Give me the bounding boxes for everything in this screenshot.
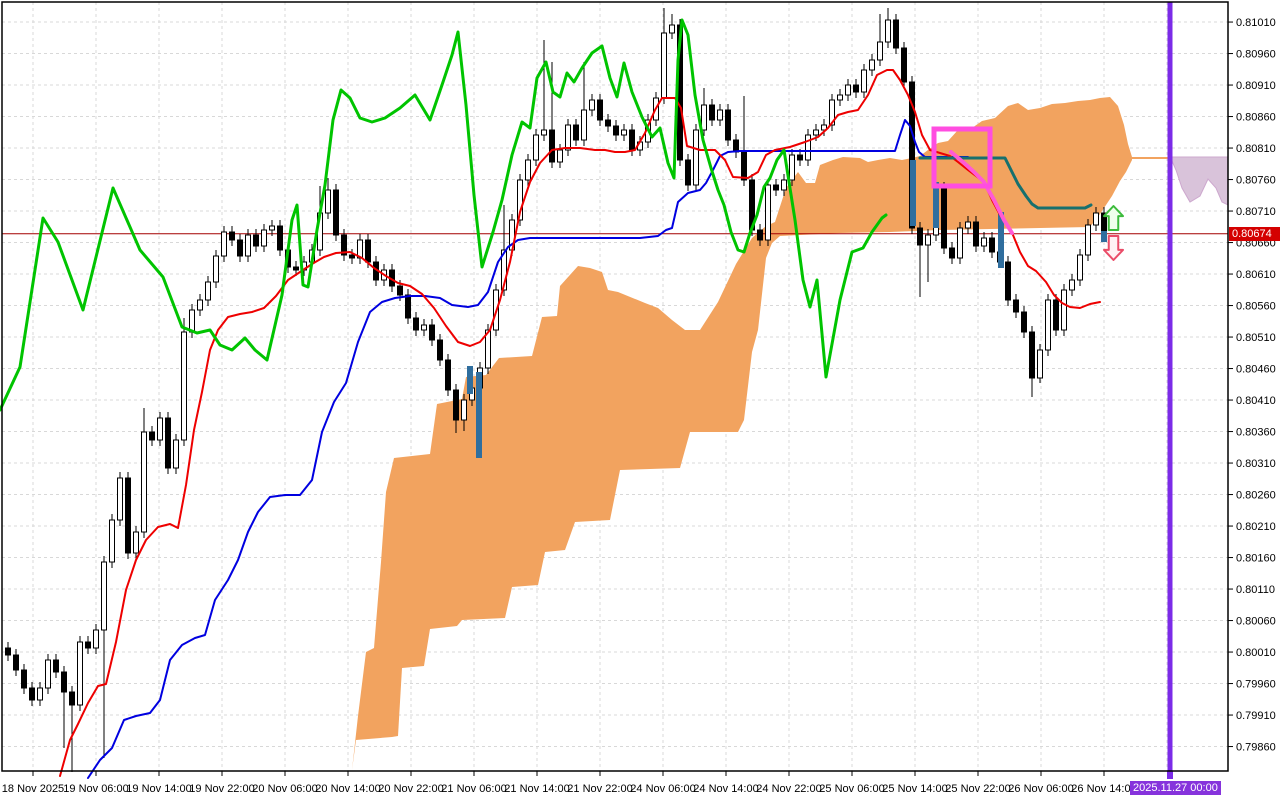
kijun-sen-line xyxy=(87,119,969,779)
vline-date-badge: 2025.11.27 00:00 xyxy=(1130,781,1221,795)
svg-text:19 Nov 14:00: 19 Nov 14:00 xyxy=(126,783,191,795)
svg-text:0.79860: 0.79860 xyxy=(1236,742,1276,754)
chikou-span-line xyxy=(0,18,888,412)
svg-text:0.80910: 0.80910 xyxy=(1236,80,1276,92)
svg-text:0.80360: 0.80360 xyxy=(1236,427,1276,439)
svg-text:20 Nov 06:00: 20 Nov 06:00 xyxy=(252,783,317,795)
chart-frame xyxy=(1,1,1229,772)
svg-text:25 Nov 06:00: 25 Nov 06:00 xyxy=(819,783,884,795)
svg-text:0.80560: 0.80560 xyxy=(1236,301,1276,313)
svg-text:20 Nov 14:00: 20 Nov 14:00 xyxy=(315,783,380,795)
svg-text:0.79960: 0.79960 xyxy=(1236,679,1276,691)
svg-text:0.80610: 0.80610 xyxy=(1236,269,1276,281)
svg-text:21 Nov 06:00: 21 Nov 06:00 xyxy=(441,783,506,795)
drawing-annotations[interactable] xyxy=(931,126,993,189)
svg-text:0.80460: 0.80460 xyxy=(1236,364,1276,376)
svg-text:19 Nov 06:00: 19 Nov 06:00 xyxy=(63,783,128,795)
future-date-vline[interactable] xyxy=(1167,2,1173,779)
svg-text:24 Nov 06:00: 24 Nov 06:00 xyxy=(630,783,695,795)
svg-text:24 Nov 22:00: 24 Nov 22:00 xyxy=(756,783,821,795)
svg-text:0.80810: 0.80810 xyxy=(1236,143,1276,155)
svg-text:0.80760: 0.80760 xyxy=(1236,175,1276,187)
svg-text:26 Nov 06:00: 26 Nov 06:00 xyxy=(1008,783,1073,795)
svg-text:25 Nov 14:00: 25 Nov 14:00 xyxy=(882,783,947,795)
arrow-down-icon[interactable] xyxy=(1103,235,1124,261)
price-axis[interactable]: 0.81010 0.80960 0.80910 0.80860 0.80810 0.807… xyxy=(1228,17,1276,754)
svg-text:0.80410: 0.80410 xyxy=(1236,395,1276,407)
candles-layer xyxy=(5,8,1107,772)
svg-text:24 Nov 14:00: 24 Nov 14:00 xyxy=(693,783,758,795)
svg-text:0.80310: 0.80310 xyxy=(1236,458,1276,470)
tenkan-sen-line xyxy=(59,69,1101,777)
svg-text:0.80860: 0.80860 xyxy=(1236,112,1276,124)
svg-text:21 Nov 22:00: 21 Nov 22:00 xyxy=(567,783,632,795)
svg-text:0.80210: 0.80210 xyxy=(1236,521,1276,533)
svg-text:21 Nov 14:00: 21 Nov 14:00 xyxy=(504,783,569,795)
svg-text:0.80960: 0.80960 xyxy=(1236,49,1276,61)
ichimoku-kumo-cloud xyxy=(352,97,1229,770)
svg-text:0.80260: 0.80260 xyxy=(1236,490,1276,502)
baseline-teal-line xyxy=(918,156,1093,210)
svg-text:25 Nov 22:00: 25 Nov 22:00 xyxy=(945,783,1010,795)
svg-text:0.79910: 0.79910 xyxy=(1236,710,1276,722)
highlight-pink-segment xyxy=(949,150,1014,235)
svg-text:0.80710: 0.80710 xyxy=(1236,206,1276,218)
arrow-up-icon[interactable] xyxy=(1103,205,1124,231)
current-price-badge: 0.80674 xyxy=(1229,226,1280,241)
svg-text:0.80110: 0.80110 xyxy=(1236,584,1275,596)
svg-text:20 Nov 22:00: 20 Nov 22:00 xyxy=(378,783,443,795)
svg-text:0.80010: 0.80010 xyxy=(1236,647,1276,659)
svg-text:26 Nov 14:00: 26 Nov 14:00 xyxy=(1071,783,1136,795)
svg-text:0.80510: 0.80510 xyxy=(1236,332,1276,344)
svg-text:0.80060: 0.80060 xyxy=(1236,616,1276,628)
svg-text:18 Nov 2025: 18 Nov 2025 xyxy=(2,783,64,795)
svg-text:0.80160: 0.80160 xyxy=(1236,553,1276,565)
svg-text:19 Nov 22:00: 19 Nov 22:00 xyxy=(189,783,254,795)
svg-text:0.81010: 0.81010 xyxy=(1236,17,1276,29)
